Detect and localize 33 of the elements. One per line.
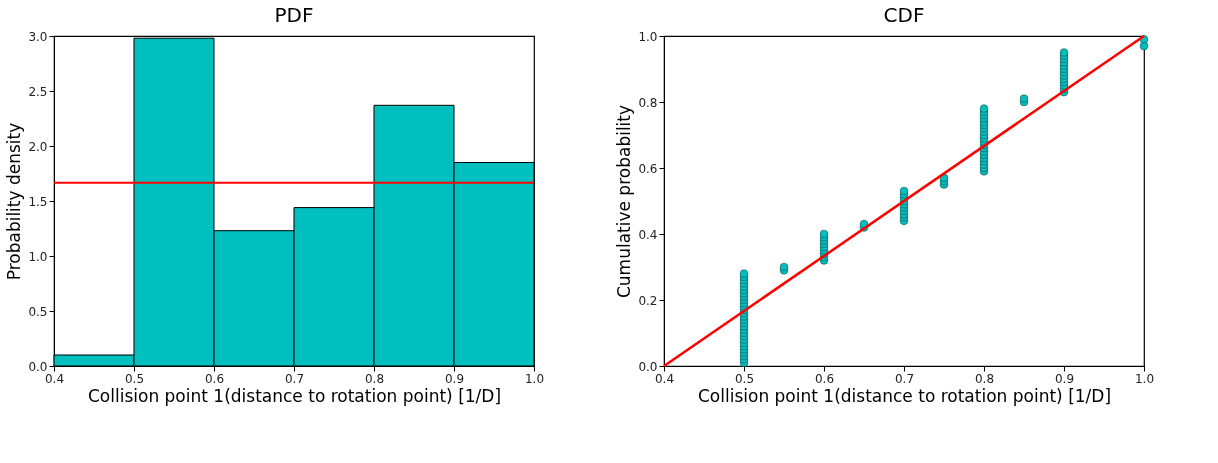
y-tick-label: 0.6 [638,161,658,176]
x-tick-label: 0.7 [894,371,915,386]
y-axis-title: Cumulative probability [614,104,635,299]
y-tick-label: 0.5 [28,304,48,319]
y-axis-title: Probability density [4,122,25,281]
chart-title: CDF [883,3,925,27]
x-tick-label: 0.5 [734,371,755,386]
x-tick-label: 0.4 [654,371,675,386]
x-tick-label: 0.6 [204,371,225,386]
x-tick-label: 0.9 [1054,371,1075,386]
x-tick-label: 0.9 [444,371,465,386]
x-tick-label: 0.8 [364,371,385,386]
x-tick-label: 0.5 [124,371,145,386]
y-tick-label: 1.0 [28,249,48,264]
y-tick-label: 1.0 [638,29,658,44]
chart-title: PDF [274,3,314,27]
y-tick-label: 0.2 [638,293,658,308]
x-tick-label: 1.0 [524,371,545,386]
y-tick-label: 0.0 [638,359,658,374]
x-tick-label: 0.7 [284,371,305,386]
y-tick-label: 2.5 [28,84,48,99]
x-axis-title: Collision point 1(distance to rotation point) [1/D] [87,385,502,406]
y-tick-label: 0.0 [28,359,48,374]
x-tick-label: 0.6 [814,371,835,386]
x-tick-label: 0.4 [44,371,65,386]
y-tick-label: 0.8 [638,95,658,110]
x-tick-label: 1.0 [1134,371,1155,386]
y-tick-label: 2.0 [28,139,48,154]
y-tick-label: 0.4 [638,227,658,242]
x-tick-label: 0.8 [974,371,995,386]
y-tick-label: 3.0 [28,29,48,44]
x-axis-title: Collision point 1(distance to rotation point) [1/D] [697,385,1112,406]
y-tick-label: 1.5 [28,194,48,209]
